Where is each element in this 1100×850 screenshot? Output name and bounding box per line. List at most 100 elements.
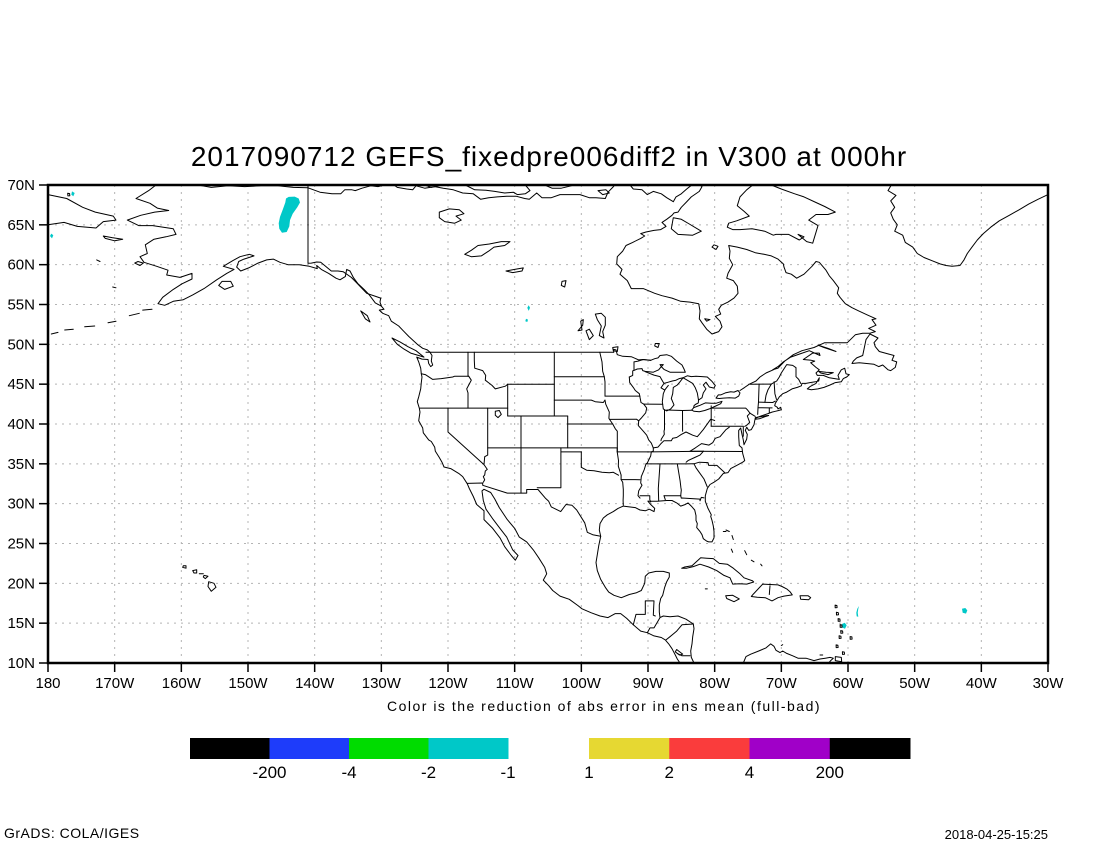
lat-tick-label: 45N — [7, 376, 35, 393]
map-outline — [420, 373, 470, 380]
map-outline — [553, 399, 606, 403]
lat-tick-label: 20N — [7, 575, 35, 592]
map-outline — [646, 617, 661, 634]
lon-tick-label: 30W — [1033, 675, 1065, 692]
colorbar-segment — [749, 738, 831, 759]
map-outline — [644, 371, 665, 384]
map-outline — [595, 184, 877, 664]
lon-tick-label: 160W — [162, 675, 202, 692]
map-outline — [616, 447, 622, 476]
map-outline — [47, 194, 117, 229]
map-outline — [142, 308, 153, 311]
lat-tick-label: 10N — [7, 655, 35, 672]
map-outline — [112, 286, 117, 289]
page-title: 2017090712 GEFS_fixedpre006diff2 in V300… — [190, 141, 908, 172]
map-island — [838, 635, 842, 639]
map-outline — [307, 261, 382, 307]
shaded-region — [71, 191, 75, 197]
shaded-region — [527, 305, 530, 311]
map-outline — [652, 418, 716, 449]
map-outline — [764, 383, 772, 403]
map-outline — [730, 548, 734, 553]
axis-ticks — [39, 184, 1049, 672]
colorbar-caption: Color is the reduction of abs error in e… — [386, 698, 822, 714]
map-outline — [660, 409, 665, 442]
map-island — [817, 344, 837, 352]
lon-tick-label: 150W — [228, 675, 268, 692]
map-outline — [126, 184, 681, 664]
map-outline — [483, 407, 489, 466]
map-outline — [64, 328, 74, 331]
lon-tick-label: 70W — [766, 675, 798, 692]
map-outline — [612, 423, 618, 453]
lon-tick-label: 170W — [95, 675, 135, 692]
map-outline — [50, 331, 59, 335]
map-island — [835, 644, 839, 649]
shaded-region — [856, 606, 859, 617]
map-border — [46, 183, 1050, 665]
map-outline — [757, 383, 760, 415]
map-island — [182, 565, 187, 569]
map-outline — [768, 585, 771, 595]
colorbar-label: 1 — [584, 763, 593, 782]
map-frame — [46, 183, 1050, 665]
lat-tick-label: 60N — [7, 257, 35, 274]
map-island — [594, 312, 606, 339]
lon-tick-label: 60W — [833, 675, 865, 692]
map-outline — [770, 364, 802, 385]
map-outline — [744, 550, 748, 556]
shaded-anomaly-regions — [50, 191, 968, 629]
map-outline — [725, 529, 730, 532]
map-outline — [107, 320, 117, 324]
lon-tick-label: 140W — [295, 675, 335, 692]
map-outline — [689, 426, 730, 452]
map-island — [654, 343, 660, 348]
colorbar-label: -4 — [341, 763, 356, 782]
map-island — [202, 574, 209, 580]
lat-tick-label: 70N — [7, 177, 35, 194]
lon-tick-label: 90W — [633, 675, 665, 692]
map-outline — [197, 184, 386, 195]
map-island — [726, 184, 836, 244]
map-outline — [604, 399, 614, 425]
lat-tick-label: 65N — [7, 217, 35, 234]
map-island — [725, 594, 740, 603]
lon-tick-label: 100W — [562, 675, 602, 692]
lat-tick-label: 35N — [7, 456, 35, 473]
grads-credit-text: GrADS: COLA/IGES — [4, 825, 140, 841]
lon-tick-label: 130W — [362, 675, 402, 692]
shaded-region — [50, 233, 54, 239]
colorbar-label: 4 — [745, 763, 754, 782]
colorbar-segment — [190, 738, 270, 759]
map-island — [585, 328, 594, 341]
map-outline — [750, 559, 755, 563]
colorbar-label: 200 — [816, 763, 844, 782]
map-island — [192, 569, 198, 574]
map-outline — [663, 495, 666, 501]
lat-tick-label: 30N — [7, 496, 35, 513]
colorbar-segment — [349, 738, 429, 759]
map-island — [391, 337, 425, 358]
lon-tick-label: 180 — [35, 675, 60, 692]
colorbar-label: -2 — [421, 763, 436, 782]
map-outline — [685, 461, 726, 474]
map-island — [660, 377, 684, 412]
map-outline — [473, 351, 509, 390]
map-outline — [629, 184, 692, 203]
lat-tick-label: 40N — [7, 416, 35, 433]
map-outline — [749, 412, 756, 417]
colorbar-segment — [589, 738, 670, 759]
map-island — [849, 636, 853, 640]
map-outline — [710, 407, 751, 414]
map-outline — [632, 600, 656, 626]
map-island — [750, 583, 793, 602]
map-island — [207, 581, 217, 592]
map-island — [633, 354, 686, 373]
map-island — [102, 235, 124, 242]
map-island — [704, 318, 711, 322]
map-island — [464, 241, 511, 258]
map-outline — [599, 351, 606, 397]
map-island — [837, 618, 841, 622]
